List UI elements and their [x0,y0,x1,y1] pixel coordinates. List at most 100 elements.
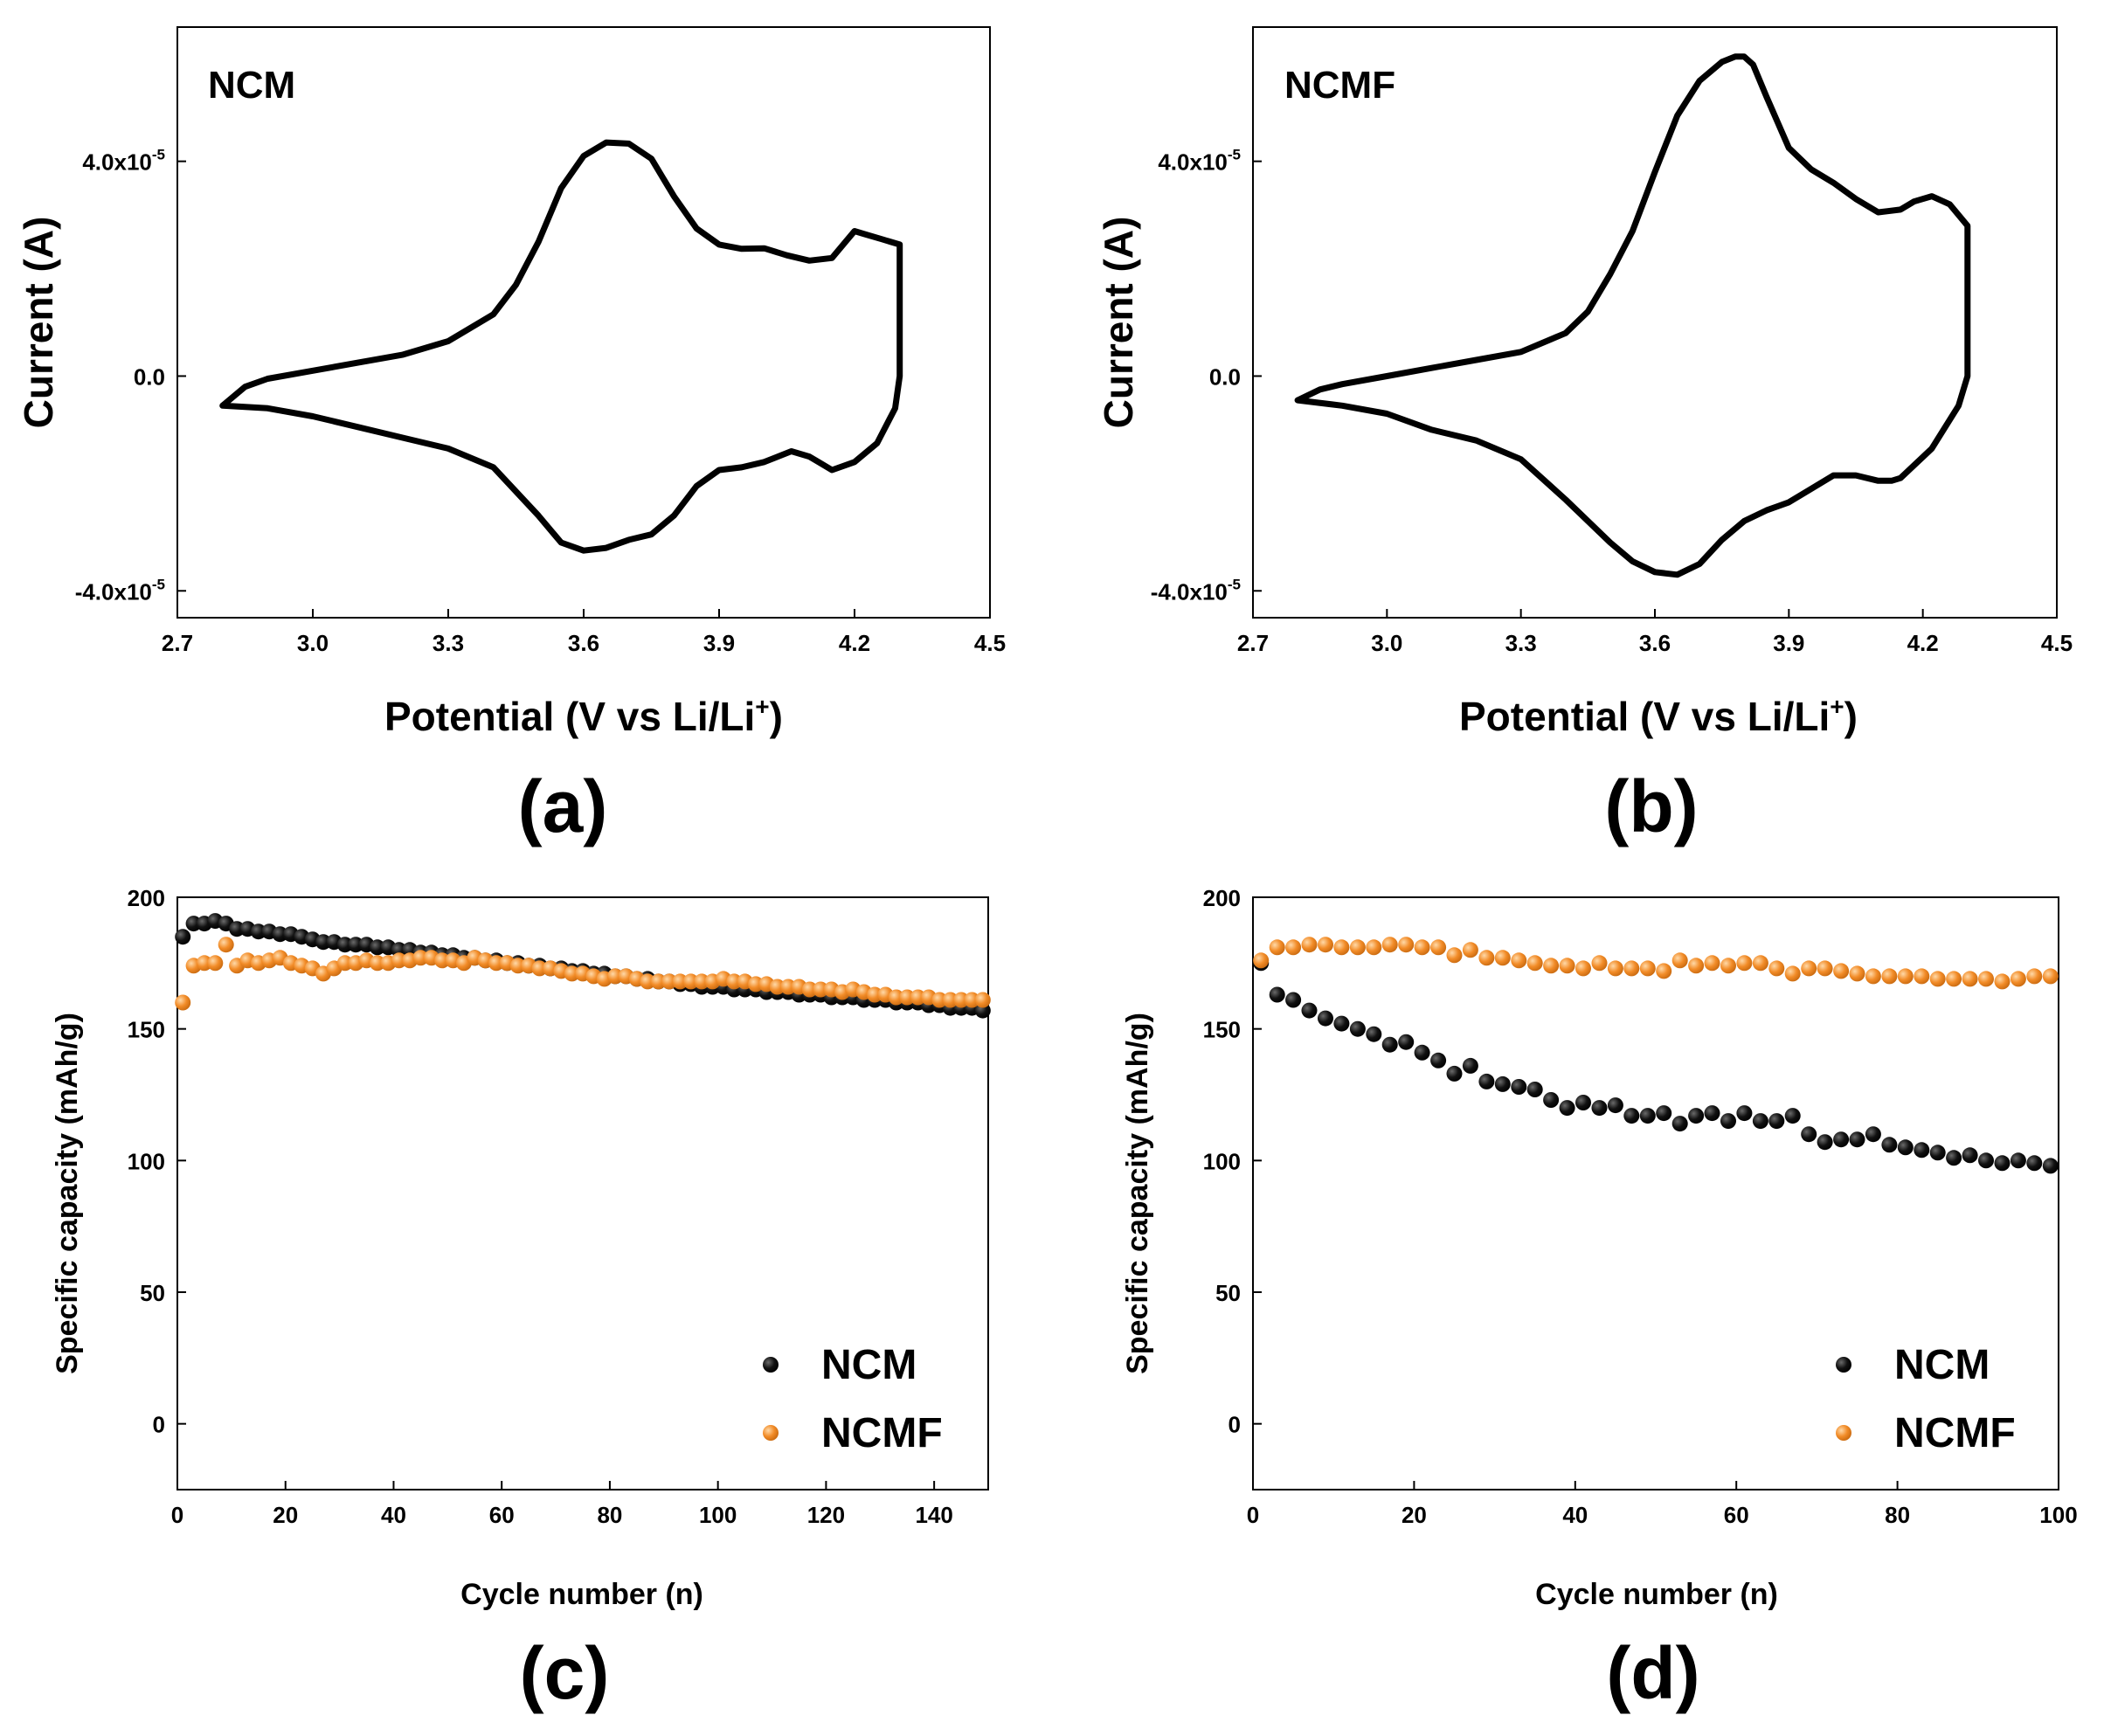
y-tick-label: -4.0x10-5 [1151,576,1241,605]
y-tick-label: 100 [128,1148,165,1174]
x-tick-label: 40 [381,1502,406,1528]
ncm-point [250,923,266,940]
ncm-point [2010,1152,2026,1169]
x-tick-label: 4.2 [839,630,870,656]
ncm-point [1478,1073,1495,1089]
cv-curve [219,139,903,554]
x-tick-label: 3.6 [568,630,599,656]
cycling-plot-c [175,913,991,1019]
ncm-point [1526,1082,1543,1097]
y-tick-label: 50 [1215,1280,1241,1306]
ncm-point [1978,1152,1994,1169]
ncmf-point [1801,960,1817,977]
ncmf-point [1978,971,1994,987]
ncmf-point [661,973,677,990]
ncm-point [1333,1015,1350,1032]
y-tick-mantissa: 4.0x10 [1158,149,1228,176]
ncmf-point [867,986,883,1003]
legend-label-ncm-d: NCM [1894,1342,1990,1388]
ncmf-point [1318,937,1333,953]
ncmf-point [2010,971,2026,987]
x-axis-title-a: Potential (V vs Li/Li+) [384,693,783,739]
ncm-point [1849,1131,1865,1148]
y-axis-title-a: Current (A) [16,217,61,429]
legend-label-ncm-c: NCM [821,1342,917,1388]
ncmf-point [813,981,829,998]
ncm-point [1446,1065,1463,1082]
legend-label-ncmf-d: NCMF [1894,1410,2016,1456]
y-tick-label: 200 [128,885,165,911]
ncmf-point [509,958,526,974]
ncmf-point [640,973,656,990]
ncmf-point [769,979,786,995]
ncm-point [1591,1100,1608,1117]
x-axis-title-b: Potential (V vs Li/Li+) [1459,693,1858,739]
ncmf-point [391,952,407,969]
ncm-point [1897,1139,1914,1156]
x-ticks-c: 0 20 40 60 80 100 120 140 [171,1481,953,1528]
ncm-point [1720,1113,1736,1130]
ncmf-point [1639,960,1656,977]
x-tick-label: 20 [1402,1502,1427,1528]
ncmf-point [1688,958,1705,974]
x-tick-label: 3.9 [703,630,735,656]
ncmf-point [1656,963,1672,979]
x-tick-label: 4.2 [1907,630,1939,656]
y-tick-exponent: -5 [152,147,165,163]
ncmf-point [1575,960,1591,977]
ncm-point [272,926,288,943]
ncmf-point [1833,963,1850,979]
ncm-point [1881,1137,1898,1153]
y-tick-mantissa: -4.0x10 [1151,578,1228,605]
ncmf-point [1398,937,1415,953]
ncmf-point [899,989,916,1006]
ncmf-point [369,955,385,972]
ncm-point [1688,1108,1705,1124]
ncmf-point [1994,973,2011,990]
x-axis-title-b-end: ) [1844,694,1858,739]
x-ticks-b: 2.7 3.0 3.3 3.6 3.9 4.2 4.5 [1237,609,2073,656]
ncm-point [1430,1052,1447,1069]
ncm-point [336,937,353,953]
ncm-point [1301,1002,1318,1019]
panel-d: 0 20 40 60 80 100 0 50 100 150 200 Specific capac… [1121,885,2078,1714]
ncmf-point [1559,958,1575,974]
ncm-point [1381,1036,1398,1053]
ncmf-point [1285,939,1302,956]
ncm-point [1543,1092,1560,1108]
ncmf-point [964,992,980,1008]
ncmf-point [1929,971,1946,987]
y-tick-label: 4.0x10-5 [1158,147,1241,176]
ncm-point [1817,1134,1833,1151]
x-tick-label: 100 [699,1502,737,1528]
ncmf-point [1414,939,1430,956]
legend-marker-ncmf-d [1836,1425,1851,1441]
cycling-plot-d [1253,937,2059,1174]
ncmf-point [1914,968,1930,985]
ncm-point [1736,1105,1753,1122]
ncmf-point [672,973,689,990]
x-ticks-d: 0 20 40 60 80 100 [1247,1481,2078,1528]
x-tick-label: 100 [2039,1502,2077,1528]
ncmf-point [694,973,710,990]
ncm-point [1671,1116,1688,1132]
ncmf-point [1543,958,1560,974]
in-plot-label-a: NCM [208,64,295,107]
ncm-point [1946,1150,1962,1166]
ncm-point [1865,1126,1881,1143]
ncmf-point [1897,968,1914,985]
y-tick-exponent: -5 [1228,576,1241,592]
y-ticks-d: 0 50 100 150 200 [1203,885,1262,1438]
x-tick-label: 120 [807,1502,845,1528]
y-tick-label: 4.0x10-5 [82,147,165,176]
ncm-point [1269,986,1285,1003]
x-tick-label: 80 [1885,1502,1910,1528]
ncmf-point [1849,965,1865,982]
y-tick-mantissa: 0.0 [1209,363,1241,390]
ncmf-point [1253,952,1270,969]
ncmf-point [1768,960,1785,977]
ncm-point [2026,1155,2043,1172]
in-plot-label-b: NCMF [1284,64,1395,107]
ncmf-point [1366,939,1382,956]
